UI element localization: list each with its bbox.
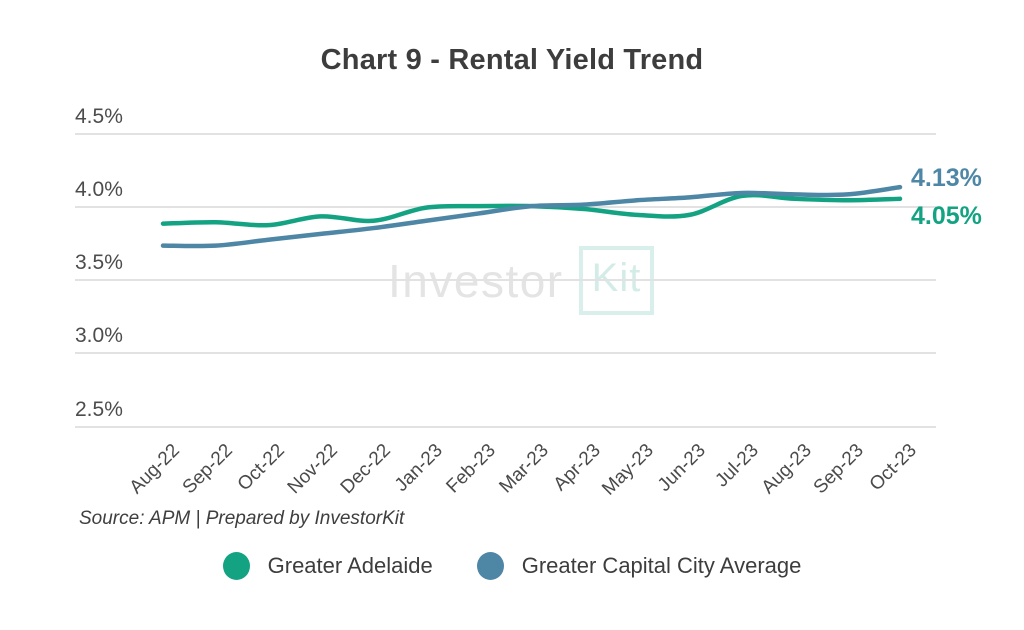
chart-legend: Greater Adelaide Greater Capital City Av…: [0, 552, 1024, 580]
legend-item-greater-capital-city-average: Greater Capital City Average: [476, 552, 802, 580]
legend-label-greater-adelaide: Greater Adelaide: [267, 553, 433, 578]
gridline: [75, 133, 936, 135]
gridline: [75, 279, 936, 282]
source-note: Source: APM | Prepared by InvestorKit: [79, 508, 405, 529]
gridline: [75, 352, 936, 355]
y-axis-tick-label: 4.0%: [75, 178, 123, 202]
y-axis-tick-label: 2.5%: [75, 397, 123, 421]
legend-item-greater-adelaide: Greater Adelaide: [222, 552, 433, 580]
end-label-greater-capital-city-average: 4.13%: [911, 164, 982, 193]
gridline: [75, 425, 936, 428]
y-axis-tick-label: 3.0%: [75, 324, 123, 348]
legend-label-greater-capital-city-average: Greater Capital City Average: [521, 553, 802, 578]
y-axis-tick-label: 4.5%: [75, 105, 123, 128]
y-axis-tick-label: 3.5%: [75, 251, 123, 275]
series-line-greater-capital-city-average: [160, 184, 903, 249]
end-label-greater-adelaide: 4.05%: [911, 201, 982, 230]
legend-dot-greater-capital-city-average: [476, 552, 504, 580]
legend-dot-greater-adelaide: [222, 552, 250, 580]
chart-title: Chart 9 - Rental Yield Trend: [320, 44, 704, 76]
